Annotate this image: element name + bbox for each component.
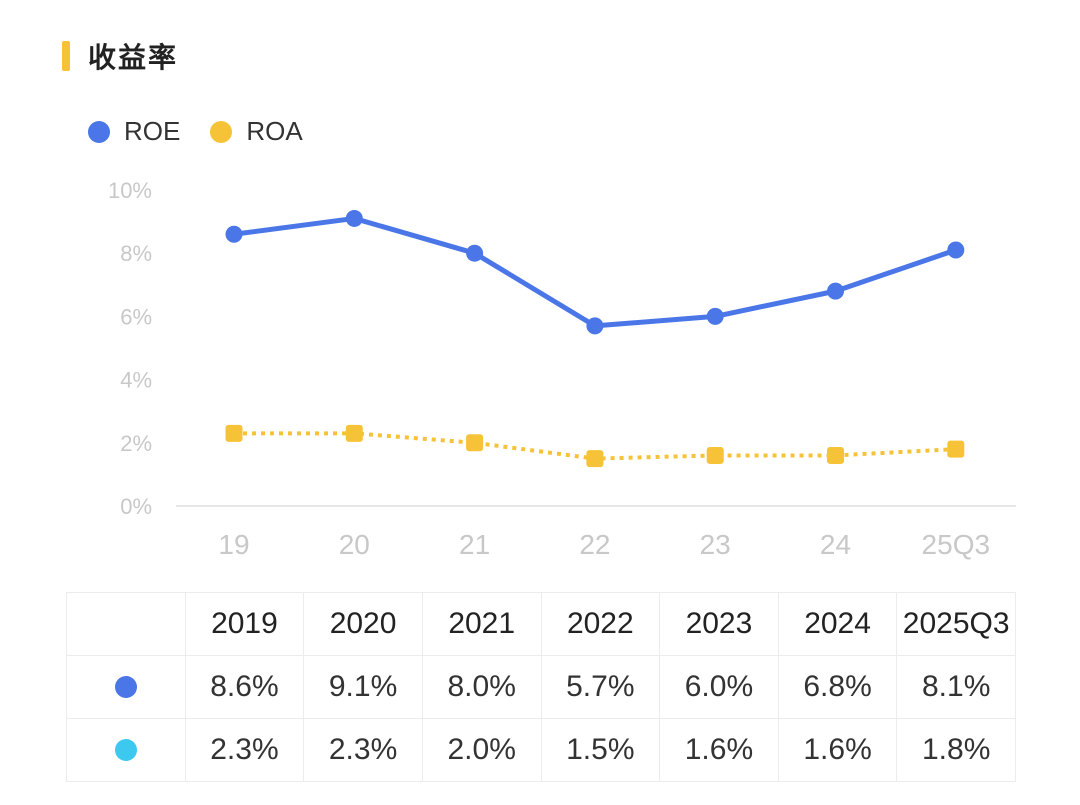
x-tick-label: 23 <box>700 529 731 560</box>
data-point-roe <box>586 317 604 335</box>
roa-legend-dot-icon <box>210 120 233 143</box>
table-cell: 8.0% <box>421 655 542 719</box>
y-tick-label: 0% <box>120 494 152 519</box>
table-cell: 1.6% <box>659 718 779 782</box>
table-cell: 6.8% <box>777 655 898 719</box>
section-title: 收益率 <box>62 38 178 74</box>
table-cell: 8.1% <box>896 655 1016 719</box>
table-header-cell: 2022 <box>540 592 661 656</box>
table-row-roe: 8.6% 9.1% 8.0% 5.7% 6.0% 6.8% 8.1% <box>66 655 1016 719</box>
data-point-roa <box>827 446 844 464</box>
y-tick-label: 2% <box>120 431 152 456</box>
chart-legend: ROE ROA <box>88 116 333 147</box>
table-row-roa: 2.3% 2.3% 2.0% 1.5% 1.6% 1.6% 1.8% <box>66 718 1016 782</box>
title-accent-bar <box>62 41 70 71</box>
legend-label-roa: ROA <box>246 116 303 146</box>
table-cell: 8.6% <box>184 655 305 719</box>
table-header-cell: 2024 <box>777 592 898 656</box>
row-marker-cell <box>66 655 186 719</box>
table-cell: 1.5% <box>540 718 661 782</box>
legend-item-roa[interactable]: ROA <box>210 116 303 147</box>
data-point-roe <box>225 225 243 243</box>
x-tick-label: 24 <box>820 529 851 560</box>
data-point-roe <box>947 241 965 259</box>
legend-label-roe: ROE <box>124 116 181 146</box>
table-cell: 6.0% <box>659 655 779 719</box>
data-point-roe <box>466 244 484 262</box>
y-tick-label: 4% <box>120 368 152 393</box>
data-point-roe <box>827 282 844 300</box>
y-tick-label: 8% <box>120 241 152 266</box>
row-marker-cell <box>66 718 186 782</box>
y-tick-label: 10% <box>108 178 152 203</box>
table-header-cell: 2019 <box>184 592 305 656</box>
data-point-roa <box>345 424 363 442</box>
page-title: 收益率 <box>88 41 179 74</box>
data-point-roa <box>947 440 965 458</box>
table-cell: 1.8% <box>896 718 1016 782</box>
table-cell: 1.6% <box>777 718 898 782</box>
table-header-row: 2019 2020 2021 2022 2023 2024 2025Q3 <box>66 592 1016 656</box>
table-cell: 2.3% <box>184 718 305 782</box>
table-cell: 5.7% <box>540 655 661 719</box>
legend-item-roe[interactable]: ROE <box>88 116 180 147</box>
roa-row-dot-icon <box>114 739 137 761</box>
x-tick-label: 21 <box>459 529 490 560</box>
data-point-roa <box>466 434 484 452</box>
data-point-roe <box>706 307 724 325</box>
y-tick-label: 6% <box>120 304 152 329</box>
data-point-roa <box>586 450 604 468</box>
data-table: 2019 2020 2021 2022 2023 2024 2025Q3 8.6… <box>66 592 1016 782</box>
table-header-cell: 2023 <box>659 592 779 656</box>
x-tick-label: 22 <box>579 529 610 560</box>
table-cell: 9.1% <box>303 655 423 719</box>
data-point-roa <box>706 446 724 464</box>
x-tick-label: 20 <box>339 529 370 560</box>
table-header-cell: 2021 <box>421 592 542 656</box>
table-header-cell: 2025Q3 <box>896 592 1016 656</box>
series-line-roe <box>233 215 957 329</box>
line-chart: 0% 2% 4% 6% 8% 10% 19 20 21 22 23 24 25Q3 <box>108 178 1016 560</box>
x-tick-label: 19 <box>218 529 249 560</box>
x-tick-label: 25Q3 <box>922 529 991 560</box>
table-cell: 2.3% <box>303 718 423 782</box>
roe-row-dot-icon <box>114 676 137 698</box>
table-corner-cell <box>66 592 186 656</box>
table-cell: 2.0% <box>421 718 542 782</box>
roe-legend-dot-icon <box>88 120 110 143</box>
table-header-cell: 2020 <box>303 592 423 656</box>
data-point-roa <box>225 424 243 442</box>
data-point-roe <box>345 209 363 227</box>
